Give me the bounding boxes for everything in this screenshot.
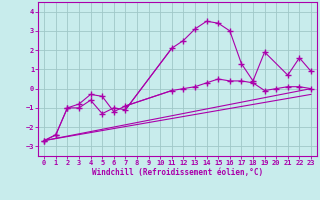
X-axis label: Windchill (Refroidissement éolien,°C): Windchill (Refroidissement éolien,°C) <box>92 168 263 177</box>
